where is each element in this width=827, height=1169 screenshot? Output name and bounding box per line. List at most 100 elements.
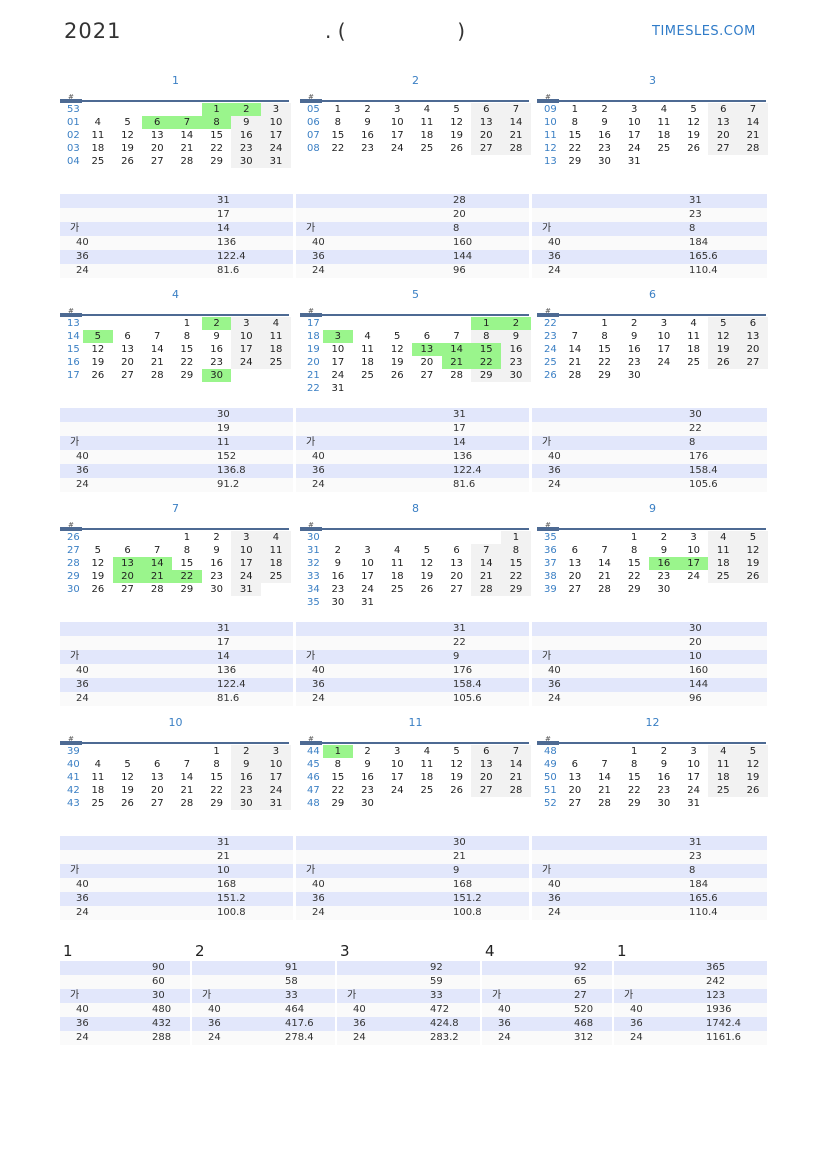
day-cell[interactable]: 5 (708, 317, 739, 330)
day-cell[interactable]: 24 (361, 584, 374, 595)
day-cell[interactable]: 22 (501, 570, 531, 583)
day-cell[interactable]: 25 (91, 798, 105, 809)
day-cell[interactable]: 8 (334, 117, 342, 128)
day-cell[interactable]: 18 (261, 343, 291, 356)
day-cell[interactable]: 20 (738, 343, 768, 356)
day-cell[interactable]: 13 (412, 343, 442, 356)
day-cell[interactable]: 3 (323, 330, 353, 343)
day-cell[interactable]: 5 (124, 759, 131, 770)
day-cell[interactable]: 13 (450, 558, 463, 569)
day-cell[interactable]: 12 (121, 130, 134, 141)
day-cell[interactable]: 6 (453, 545, 460, 556)
day-cell[interactable]: 7 (601, 759, 608, 770)
day-cell[interactable]: 18 (708, 771, 739, 784)
day-cell[interactable]: 13 (150, 130, 164, 141)
day-cell[interactable]: 25 (261, 356, 291, 369)
day-cell[interactable]: 14 (501, 116, 531, 129)
day-cell[interactable]: 18 (91, 143, 105, 154)
day-cell[interactable]: 14 (738, 116, 768, 129)
day-cell[interactable]: 14 (180, 772, 194, 783)
day-cell[interactable]: 11 (420, 759, 434, 770)
day-cell[interactable]: 9 (334, 558, 342, 569)
day-cell[interactable]: 8 (501, 544, 531, 557)
day-cell[interactable]: 10 (261, 758, 291, 771)
day-cell[interactable]: 1 (213, 746, 220, 757)
day-cell[interactable]: 14 (471, 557, 502, 570)
day-cell[interactable]: 5 (453, 104, 460, 115)
day-cell[interactable]: 25 (687, 357, 700, 368)
day-cell[interactable]: 21 (738, 129, 768, 142)
day-cell[interactable]: 12 (738, 544, 768, 557)
day-cell[interactable]: 1 (631, 746, 638, 757)
day-cell[interactable]: 11 (657, 117, 671, 128)
day-cell[interactable]: 30 (201, 369, 232, 382)
day-cell[interactable]: 27 (471, 142, 502, 155)
day-cell[interactable]: 11 (261, 544, 291, 557)
day-cell[interactable]: 5 (83, 330, 113, 343)
day-cell[interactable]: 27 (150, 798, 164, 809)
day-cell[interactable]: 16 (231, 771, 262, 784)
day-cell[interactable]: 6 (708, 103, 739, 116)
day-cell[interactable]: 24 (687, 785, 700, 796)
day-cell[interactable]: 16 (331, 571, 345, 582)
day-cell[interactable]: 9 (364, 117, 371, 128)
day-cell[interactable]: 12 (708, 330, 739, 343)
day-cell[interactable]: 24 (390, 143, 404, 154)
day-cell[interactable]: 16 (210, 344, 223, 355)
day-cell[interactable]: 16 (501, 343, 531, 356)
day-cell[interactable]: 10 (390, 759, 404, 770)
day-cell[interactable]: 2 (213, 532, 220, 543)
day-cell[interactable]: 27 (121, 584, 134, 595)
day-cell[interactable]: 23 (331, 584, 345, 595)
day-cell[interactable]: 2 (364, 104, 371, 115)
day-cell[interactable]: 20 (450, 571, 463, 582)
day-cell[interactable]: 5 (124, 117, 131, 128)
day-cell[interactable]: 14 (150, 344, 164, 355)
day-cell[interactable]: 2 (364, 746, 371, 757)
day-cell[interactable]: 25 (361, 370, 374, 381)
day-cell[interactable]: 29 (331, 798, 345, 809)
day-cell[interactable]: 24 (390, 785, 404, 796)
day-cell[interactable]: 13 (471, 758, 502, 771)
day-cell[interactable]: 19 (121, 785, 134, 796)
day-cell[interactable]: 28 (598, 798, 611, 809)
day-cell[interactable]: 17 (261, 771, 291, 784)
day-cell[interactable]: 29 (598, 370, 611, 381)
day-cell[interactable]: 16 (231, 129, 262, 142)
day-cell[interactable]: 15 (180, 558, 194, 569)
day-cell[interactable]: 1 (201, 103, 232, 116)
day-cell[interactable]: 22 (210, 785, 223, 796)
day-cell[interactable]: 2 (660, 532, 668, 543)
day-cell[interactable]: 11 (361, 344, 374, 355)
day-cell[interactable]: 13 (708, 116, 739, 129)
day-cell[interactable]: 19 (687, 130, 700, 141)
day-cell[interactable]: 2 (231, 745, 262, 758)
day-cell[interactable]: 27 (568, 798, 582, 809)
day-cell[interactable]: 13 (112, 557, 143, 570)
day-cell[interactable]: 6 (124, 545, 131, 556)
day-cell[interactable]: 3 (690, 746, 697, 757)
day-cell[interactable]: 21 (150, 357, 164, 368)
day-cell[interactable]: 15 (331, 130, 345, 141)
day-cell[interactable]: 28 (450, 370, 463, 381)
day-cell[interactable]: 25 (91, 156, 105, 167)
day-cell[interactable]: 15 (471, 343, 502, 356)
day-cell[interactable]: 22 (180, 357, 194, 368)
day-cell[interactable]: 21 (501, 129, 531, 142)
day-cell[interactable]: 20 (121, 357, 134, 368)
day-cell[interactable]: 10 (231, 330, 262, 343)
day-cell[interactable]: 14 (568, 344, 582, 355)
day-cell[interactable]: 25 (420, 143, 434, 154)
day-cell[interactable]: 5 (738, 745, 768, 758)
brand-logo[interactable]: TIMESLES.COM (652, 24, 756, 39)
day-cell[interactable]: 22 (210, 143, 223, 154)
day-cell[interactable]: 9 (231, 116, 262, 129)
day-cell[interactable]: 31 (687, 798, 700, 809)
day-cell[interactable]: 23 (657, 571, 671, 582)
day-cell[interactable]: 11 (708, 758, 739, 771)
day-cell[interactable]: 29 (180, 584, 194, 595)
day-cell[interactable]: 23 (231, 142, 262, 155)
day-cell[interactable]: 23 (501, 356, 531, 369)
day-cell[interactable]: 15 (210, 130, 223, 141)
day-cell[interactable]: 17 (657, 344, 671, 355)
